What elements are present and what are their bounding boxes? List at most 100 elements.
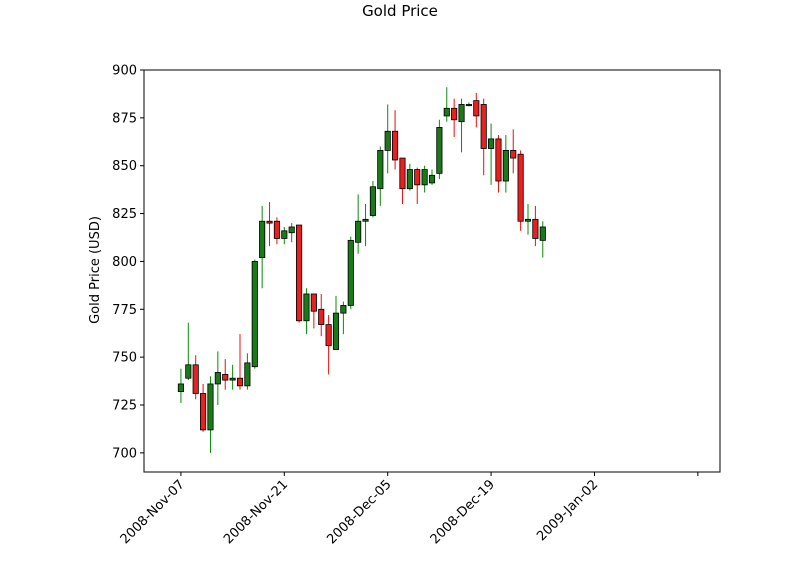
candle-body xyxy=(451,107,458,121)
candle xyxy=(355,194,362,254)
candle-body xyxy=(332,312,340,350)
candle-body xyxy=(465,104,472,107)
candle xyxy=(251,259,258,369)
candle xyxy=(414,167,421,204)
candle xyxy=(473,92,480,128)
candle xyxy=(236,334,244,390)
candle xyxy=(273,217,280,245)
candles xyxy=(177,87,546,453)
candle-body xyxy=(532,218,539,239)
candle xyxy=(488,123,495,185)
candle-body xyxy=(436,127,443,174)
chart-title: Gold Price xyxy=(362,2,438,20)
y-tick-label: 725 xyxy=(112,399,137,414)
candle-body xyxy=(480,104,487,149)
candle-body xyxy=(303,293,310,322)
y-axis-label: Gold Price (USD) xyxy=(88,216,103,324)
y-tick-label: 775 xyxy=(112,303,137,318)
candle-body xyxy=(524,218,532,222)
candle-body xyxy=(377,149,384,190)
candle xyxy=(229,364,236,390)
candle-body xyxy=(259,220,266,259)
candle-body xyxy=(296,224,303,322)
candle-body xyxy=(495,138,502,182)
candle-body xyxy=(251,261,258,368)
candle-body xyxy=(406,169,413,190)
candle-body xyxy=(362,218,369,222)
candle-body xyxy=(347,239,354,306)
candle-body xyxy=(488,138,495,149)
candle xyxy=(266,202,273,247)
candle-body xyxy=(443,107,450,117)
candle xyxy=(318,293,325,337)
candle xyxy=(539,221,546,258)
candle-body xyxy=(310,293,317,312)
y-tick-label: 825 xyxy=(112,207,137,222)
candle xyxy=(421,165,428,193)
candle-body xyxy=(510,149,517,159)
candle-body xyxy=(355,220,362,243)
candle-body xyxy=(473,100,480,117)
candle-body xyxy=(185,364,192,379)
candle xyxy=(177,368,184,404)
candle xyxy=(185,322,192,381)
candle xyxy=(406,163,413,191)
candle xyxy=(428,169,436,185)
candle xyxy=(192,355,199,400)
candle xyxy=(288,223,295,243)
candle-body xyxy=(192,364,199,394)
candle xyxy=(399,157,406,204)
candle-body xyxy=(369,186,376,216)
candle-body xyxy=(236,377,244,387)
candle xyxy=(451,98,458,137)
y-tick-label: 850 xyxy=(112,159,137,174)
candle-body xyxy=(399,157,406,190)
candle-body xyxy=(539,226,546,241)
candle xyxy=(244,353,251,390)
candle xyxy=(310,293,317,329)
candle xyxy=(340,301,347,335)
candle xyxy=(325,315,332,375)
candle-body xyxy=(502,149,509,182)
candle xyxy=(443,87,450,122)
y-tick-label: 700 xyxy=(112,446,137,461)
candle xyxy=(303,288,310,335)
candle-body xyxy=(340,305,347,314)
y-tick-label: 800 xyxy=(112,255,137,270)
candle xyxy=(495,135,502,193)
y-tick-label: 750 xyxy=(112,351,137,366)
candle-body xyxy=(200,393,207,431)
candle-body xyxy=(207,383,214,431)
candle xyxy=(347,236,354,310)
candle xyxy=(532,205,539,247)
candle xyxy=(392,110,399,170)
candle xyxy=(517,150,524,231)
candle-body xyxy=(421,169,428,186)
candle-body xyxy=(222,373,229,381)
candle xyxy=(281,226,288,245)
candle xyxy=(377,146,384,206)
candle-body xyxy=(273,220,280,239)
candle-body xyxy=(214,372,221,385)
candle xyxy=(510,129,517,174)
y-tick-label: 900 xyxy=(112,64,137,79)
candle-body xyxy=(384,130,391,151)
candle xyxy=(214,351,221,405)
candle-body xyxy=(229,377,236,381)
candle xyxy=(524,204,532,235)
candle xyxy=(480,98,487,176)
candle xyxy=(222,359,229,390)
candle xyxy=(259,205,266,289)
candle-body xyxy=(458,104,465,123)
candle xyxy=(436,119,443,180)
candle xyxy=(296,224,303,323)
candle xyxy=(362,204,369,247)
candle-body xyxy=(318,308,325,325)
candle-body xyxy=(414,169,421,186)
plot-frame xyxy=(143,69,721,473)
candle-body xyxy=(392,130,399,161)
candle xyxy=(384,104,391,174)
candle xyxy=(207,376,214,453)
